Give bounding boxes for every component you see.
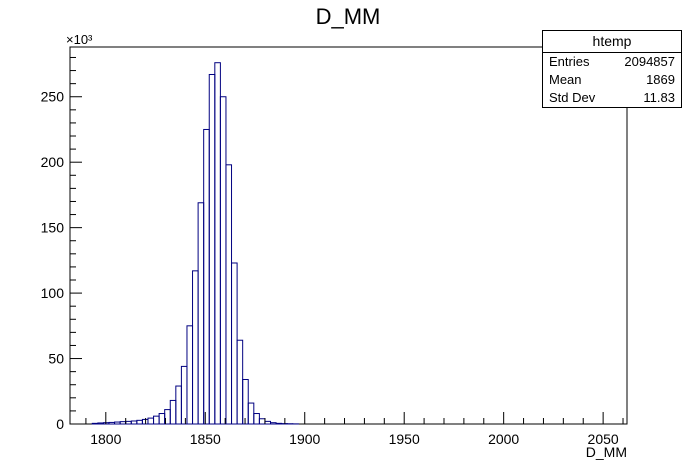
histogram-bin <box>186 325 194 425</box>
histogram-bin <box>192 270 199 425</box>
histogram-bin <box>130 420 138 425</box>
histogram-bin <box>91 422 99 425</box>
stats-std-row: Std Dev 11.83 <box>543 89 681 107</box>
chart-title: D_MM <box>315 4 381 29</box>
histogram-bin <box>119 421 127 425</box>
x-tick-label: 2000 <box>488 431 519 447</box>
histogram-bin <box>197 202 205 425</box>
histogram-bin <box>264 420 272 425</box>
histogram-bin <box>253 413 260 425</box>
x-tick-label: 1900 <box>289 431 320 447</box>
y-tick-label: 0 <box>56 416 64 432</box>
histogram-bin <box>158 413 166 425</box>
histogram-bin <box>231 262 238 425</box>
histogram-bin <box>270 422 277 425</box>
y-tick-label: 50 <box>48 351 64 367</box>
histogram-bin <box>203 128 210 425</box>
histogram-bin <box>125 420 132 425</box>
histogram-bin <box>153 415 160 425</box>
x-tick-label: 1850 <box>190 431 221 447</box>
x-axis-title: D_MM <box>586 444 627 460</box>
mean-label: Mean <box>549 72 582 87</box>
histogram-bin <box>136 419 143 425</box>
entries-label: Entries <box>549 54 590 69</box>
entries-value: 2094857 <box>624 54 675 69</box>
stats-name: htemp <box>543 31 681 53</box>
y-multiplier-label: ×10³ <box>66 32 93 47</box>
histogram-bin <box>275 422 283 425</box>
histogram-bin <box>180 365 188 425</box>
histogram-bin <box>219 96 227 425</box>
mean-value: 1869 <box>646 72 675 87</box>
stats-mean-row: Mean 1869 <box>543 71 681 89</box>
histogram-bin <box>242 378 249 425</box>
std-label: Std Dev <box>549 90 596 105</box>
histogram-bin <box>214 62 221 425</box>
x-tick-label: 2050 <box>588 431 619 447</box>
histogram-bin <box>97 422 104 425</box>
stats-box: htemp Entries 2094857 Mean 1869 Std Dev … <box>542 30 682 108</box>
histogram-bin <box>236 339 244 425</box>
y-tick-label: 100 <box>41 285 65 301</box>
y-tick-label: 250 <box>41 89 65 105</box>
histogram-bin <box>247 402 255 425</box>
histogram-bin <box>175 385 182 425</box>
histogram-bin <box>225 164 233 425</box>
x-tick-label: 1800 <box>90 431 121 447</box>
y-tick-label: 200 <box>41 154 65 170</box>
histogram-bin <box>108 421 116 425</box>
histogram-bin <box>169 399 177 425</box>
histogram-bin <box>147 417 155 425</box>
histogram-bin <box>208 73 216 425</box>
plot-frame <box>69 46 628 425</box>
y-tick-label: 150 <box>41 220 65 236</box>
x-tick-label: 1950 <box>389 431 420 447</box>
histogram-bin <box>258 418 266 425</box>
stats-entries-row: Entries 2094857 <box>543 53 681 71</box>
histogram-bin <box>114 421 121 425</box>
std-value: 11.83 <box>643 90 675 105</box>
